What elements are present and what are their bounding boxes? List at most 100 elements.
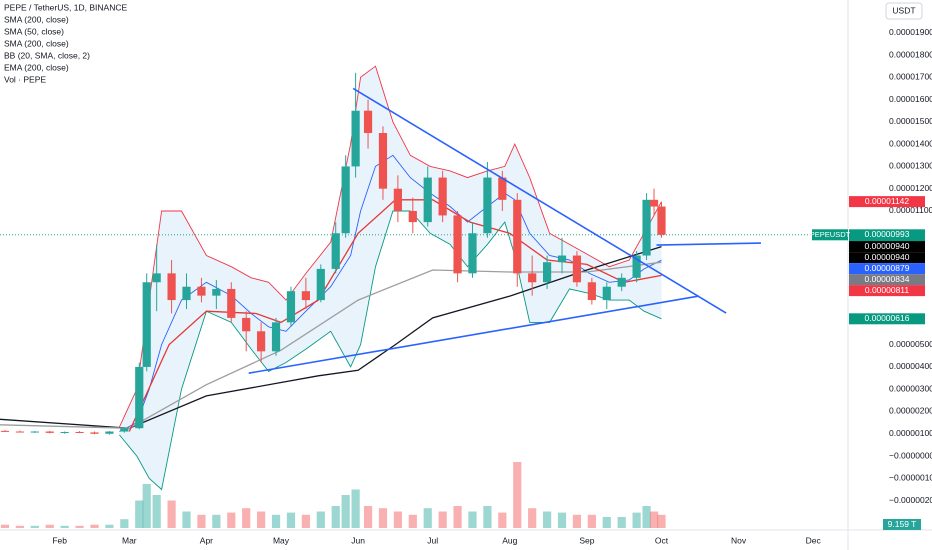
symbol-tag: PEPEUSDT	[810, 230, 851, 239]
volume-bar	[483, 506, 492, 528]
y-tick-label: 0.00001700	[889, 72, 932, 82]
volume-bar	[331, 506, 340, 528]
x-tick-label: Nov	[731, 535, 747, 545]
price-label: 0.00000940	[865, 241, 910, 251]
candle-body	[393, 188, 402, 211]
volume-label: 9.159 T	[888, 519, 917, 529]
volume-bar	[453, 506, 462, 528]
volume-bar	[632, 512, 641, 528]
y-tick-label: 0.00001300	[889, 161, 932, 171]
y-tick-label: 0.00001400	[889, 138, 932, 148]
currency[interactable]: USDT	[892, 5, 915, 15]
volume-bar	[468, 511, 477, 528]
candle-body	[45, 431, 54, 433]
candle-body	[90, 432, 99, 434]
volume-bar	[105, 524, 114, 528]
candle-body	[642, 199, 651, 256]
candle-body	[528, 273, 537, 283]
candle-body	[468, 233, 477, 274]
candle-body	[657, 206, 666, 235]
bb-fill	[119, 66, 662, 490]
candle-body	[30, 431, 39, 433]
currency-button[interactable]	[885, 2, 923, 20]
candle-body	[135, 366, 144, 429]
volume-bar	[142, 484, 151, 528]
symbol-tag-bg	[812, 229, 848, 241]
volume-bar	[30, 525, 39, 528]
candle-body	[363, 110, 373, 134]
volume-bar	[438, 511, 447, 528]
volume-bar	[45, 524, 54, 528]
candle-body	[75, 431, 84, 433]
legend-entry: BB (20, SMA, close, 2)	[4, 50, 90, 60]
x-tick-label: May	[273, 535, 290, 545]
y-tick-label: 0.00001500	[889, 116, 932, 126]
candle-body	[602, 286, 611, 301]
candle-body	[120, 428, 129, 432]
price-label: 0.00000616	[865, 313, 910, 323]
volume-bar	[257, 511, 266, 528]
volume-bar	[542, 511, 552, 528]
volume-bar	[120, 519, 129, 528]
candle-body	[152, 273, 161, 283]
x-tick-label: Aug	[502, 535, 517, 545]
volume-bar	[363, 506, 373, 528]
candle-body	[227, 288, 236, 318]
volume-bar	[135, 500, 144, 528]
x-tick-label: Apr	[200, 535, 213, 545]
legend-entry: SMA (50, close)	[4, 26, 64, 36]
candle-body	[513, 199, 522, 274]
volume-bar	[227, 512, 236, 528]
candle-body	[197, 286, 206, 296]
candle-body	[557, 255, 567, 263]
volume-bar	[15, 525, 24, 528]
candle-body	[453, 215, 462, 274]
price-label-box	[849, 252, 925, 264]
volume-bar	[642, 506, 651, 528]
volume-bar	[286, 512, 296, 528]
candle-body	[331, 233, 340, 269]
indicator-line	[0, 245, 662, 429]
volume-bar	[197, 514, 206, 528]
candle-body	[286, 291, 296, 323]
volume-bar	[393, 511, 402, 528]
y-tick-label: 0.00001600	[889, 94, 932, 104]
volume-bar	[341, 495, 350, 528]
volume-bar	[271, 514, 281, 528]
volume-bar	[90, 524, 99, 528]
candle-body	[351, 110, 360, 167]
candle-body	[587, 282, 596, 301]
y-tick-label: 0.00000200	[889, 406, 932, 416]
candle-body	[257, 331, 266, 352]
x-tick-label: Sep	[579, 535, 594, 545]
volume-bar	[351, 489, 360, 528]
legend-entry: SMA (200, close)	[4, 14, 69, 24]
volume-bar	[0, 524, 10, 528]
price-label: 0.00000940	[865, 252, 910, 262]
x-tick-label: Mar	[122, 535, 137, 545]
legend-entry: EMA (200, close)	[4, 62, 69, 72]
x-tick-label: Feb	[52, 535, 67, 545]
volume-bar	[152, 495, 161, 528]
candle-body	[632, 255, 641, 278]
price-label-box	[849, 241, 925, 253]
x-tick-label: Dec	[806, 535, 822, 545]
candle-body	[167, 273, 176, 301]
price-label: 0.00000834	[865, 274, 910, 284]
volume-bar	[378, 508, 388, 528]
volume-bar	[182, 511, 191, 528]
plot-area	[0, 65, 848, 528]
price-label: 0.00001142	[865, 196, 910, 206]
volume-bar	[572, 514, 582, 528]
candle-body	[271, 322, 281, 352]
y-tick-label: 0.00000500	[889, 339, 932, 349]
y-tick-label: 0.00000400	[889, 361, 932, 371]
volume-bar	[498, 512, 507, 528]
candle-body	[242, 317, 251, 332]
price-label-box	[849, 196, 925, 208]
candle-body	[542, 262, 552, 283]
bb-upper	[118, 65, 662, 428]
volume-bar	[657, 514, 666, 528]
volume-label-box	[883, 519, 921, 530]
